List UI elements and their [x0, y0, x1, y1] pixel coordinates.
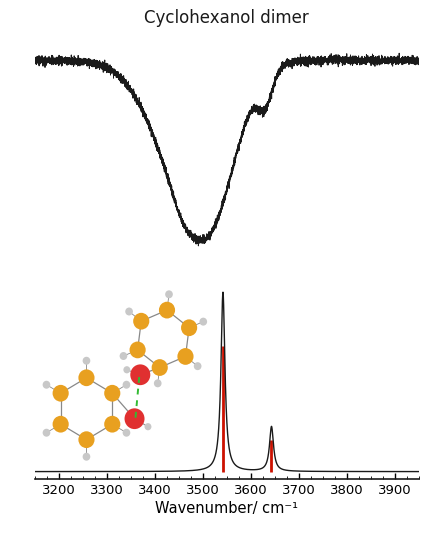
Title: Cyclohexanol dimer: Cyclohexanol dimer — [144, 9, 309, 27]
X-axis label: Wavenumber/ cm⁻¹: Wavenumber/ cm⁻¹ — [155, 501, 299, 516]
